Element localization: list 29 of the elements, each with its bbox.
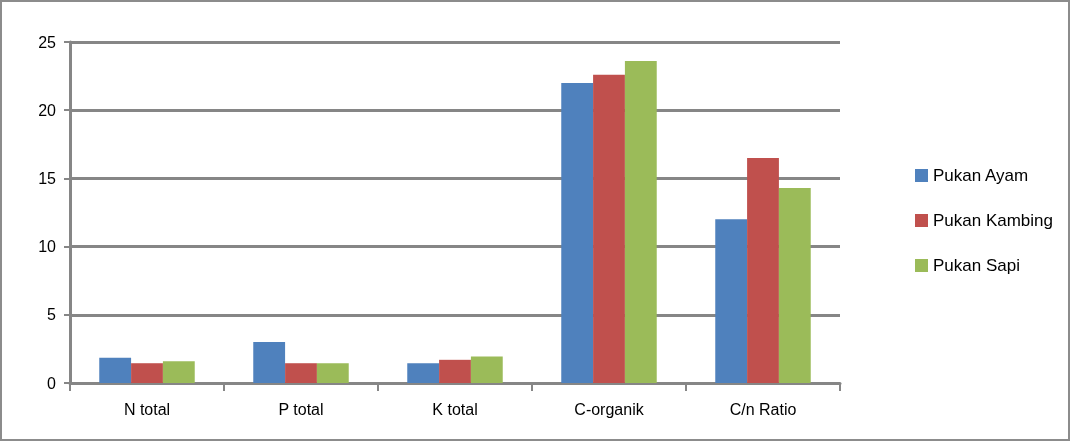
bar bbox=[162, 361, 195, 383]
bar bbox=[624, 61, 657, 383]
bar bbox=[99, 357, 132, 383]
bar bbox=[778, 187, 811, 383]
bar bbox=[131, 363, 163, 383]
x-tick-label: N total bbox=[123, 400, 171, 418]
x-tick-label: C/n Ratio bbox=[729, 400, 797, 418]
bar bbox=[747, 157, 779, 383]
x-tick-label: P total bbox=[278, 400, 324, 418]
bar bbox=[593, 74, 625, 383]
y-tick-label: 25 bbox=[38, 33, 57, 51]
y-tick-label: 0 bbox=[47, 374, 57, 392]
bar bbox=[715, 219, 748, 383]
y-tick-label: 20 bbox=[38, 101, 57, 119]
legend-label: Pukan Kambing bbox=[932, 211, 1054, 230]
bar bbox=[407, 363, 440, 383]
bar bbox=[439, 359, 471, 383]
bar bbox=[253, 342, 286, 383]
bar bbox=[316, 363, 349, 383]
bar bbox=[561, 82, 594, 383]
legend-label: Pukan Sapi bbox=[932, 256, 1020, 275]
y-tick-label: 10 bbox=[38, 238, 57, 256]
bar bbox=[285, 363, 317, 383]
x-tick-label: K total bbox=[432, 400, 478, 418]
y-tick-label: 5 bbox=[47, 306, 57, 324]
x-tick-label: C-organik bbox=[574, 400, 645, 418]
legend-label: Pukan Ayam bbox=[932, 166, 1029, 185]
bar bbox=[470, 356, 503, 383]
y-tick-label: 15 bbox=[38, 169, 57, 187]
